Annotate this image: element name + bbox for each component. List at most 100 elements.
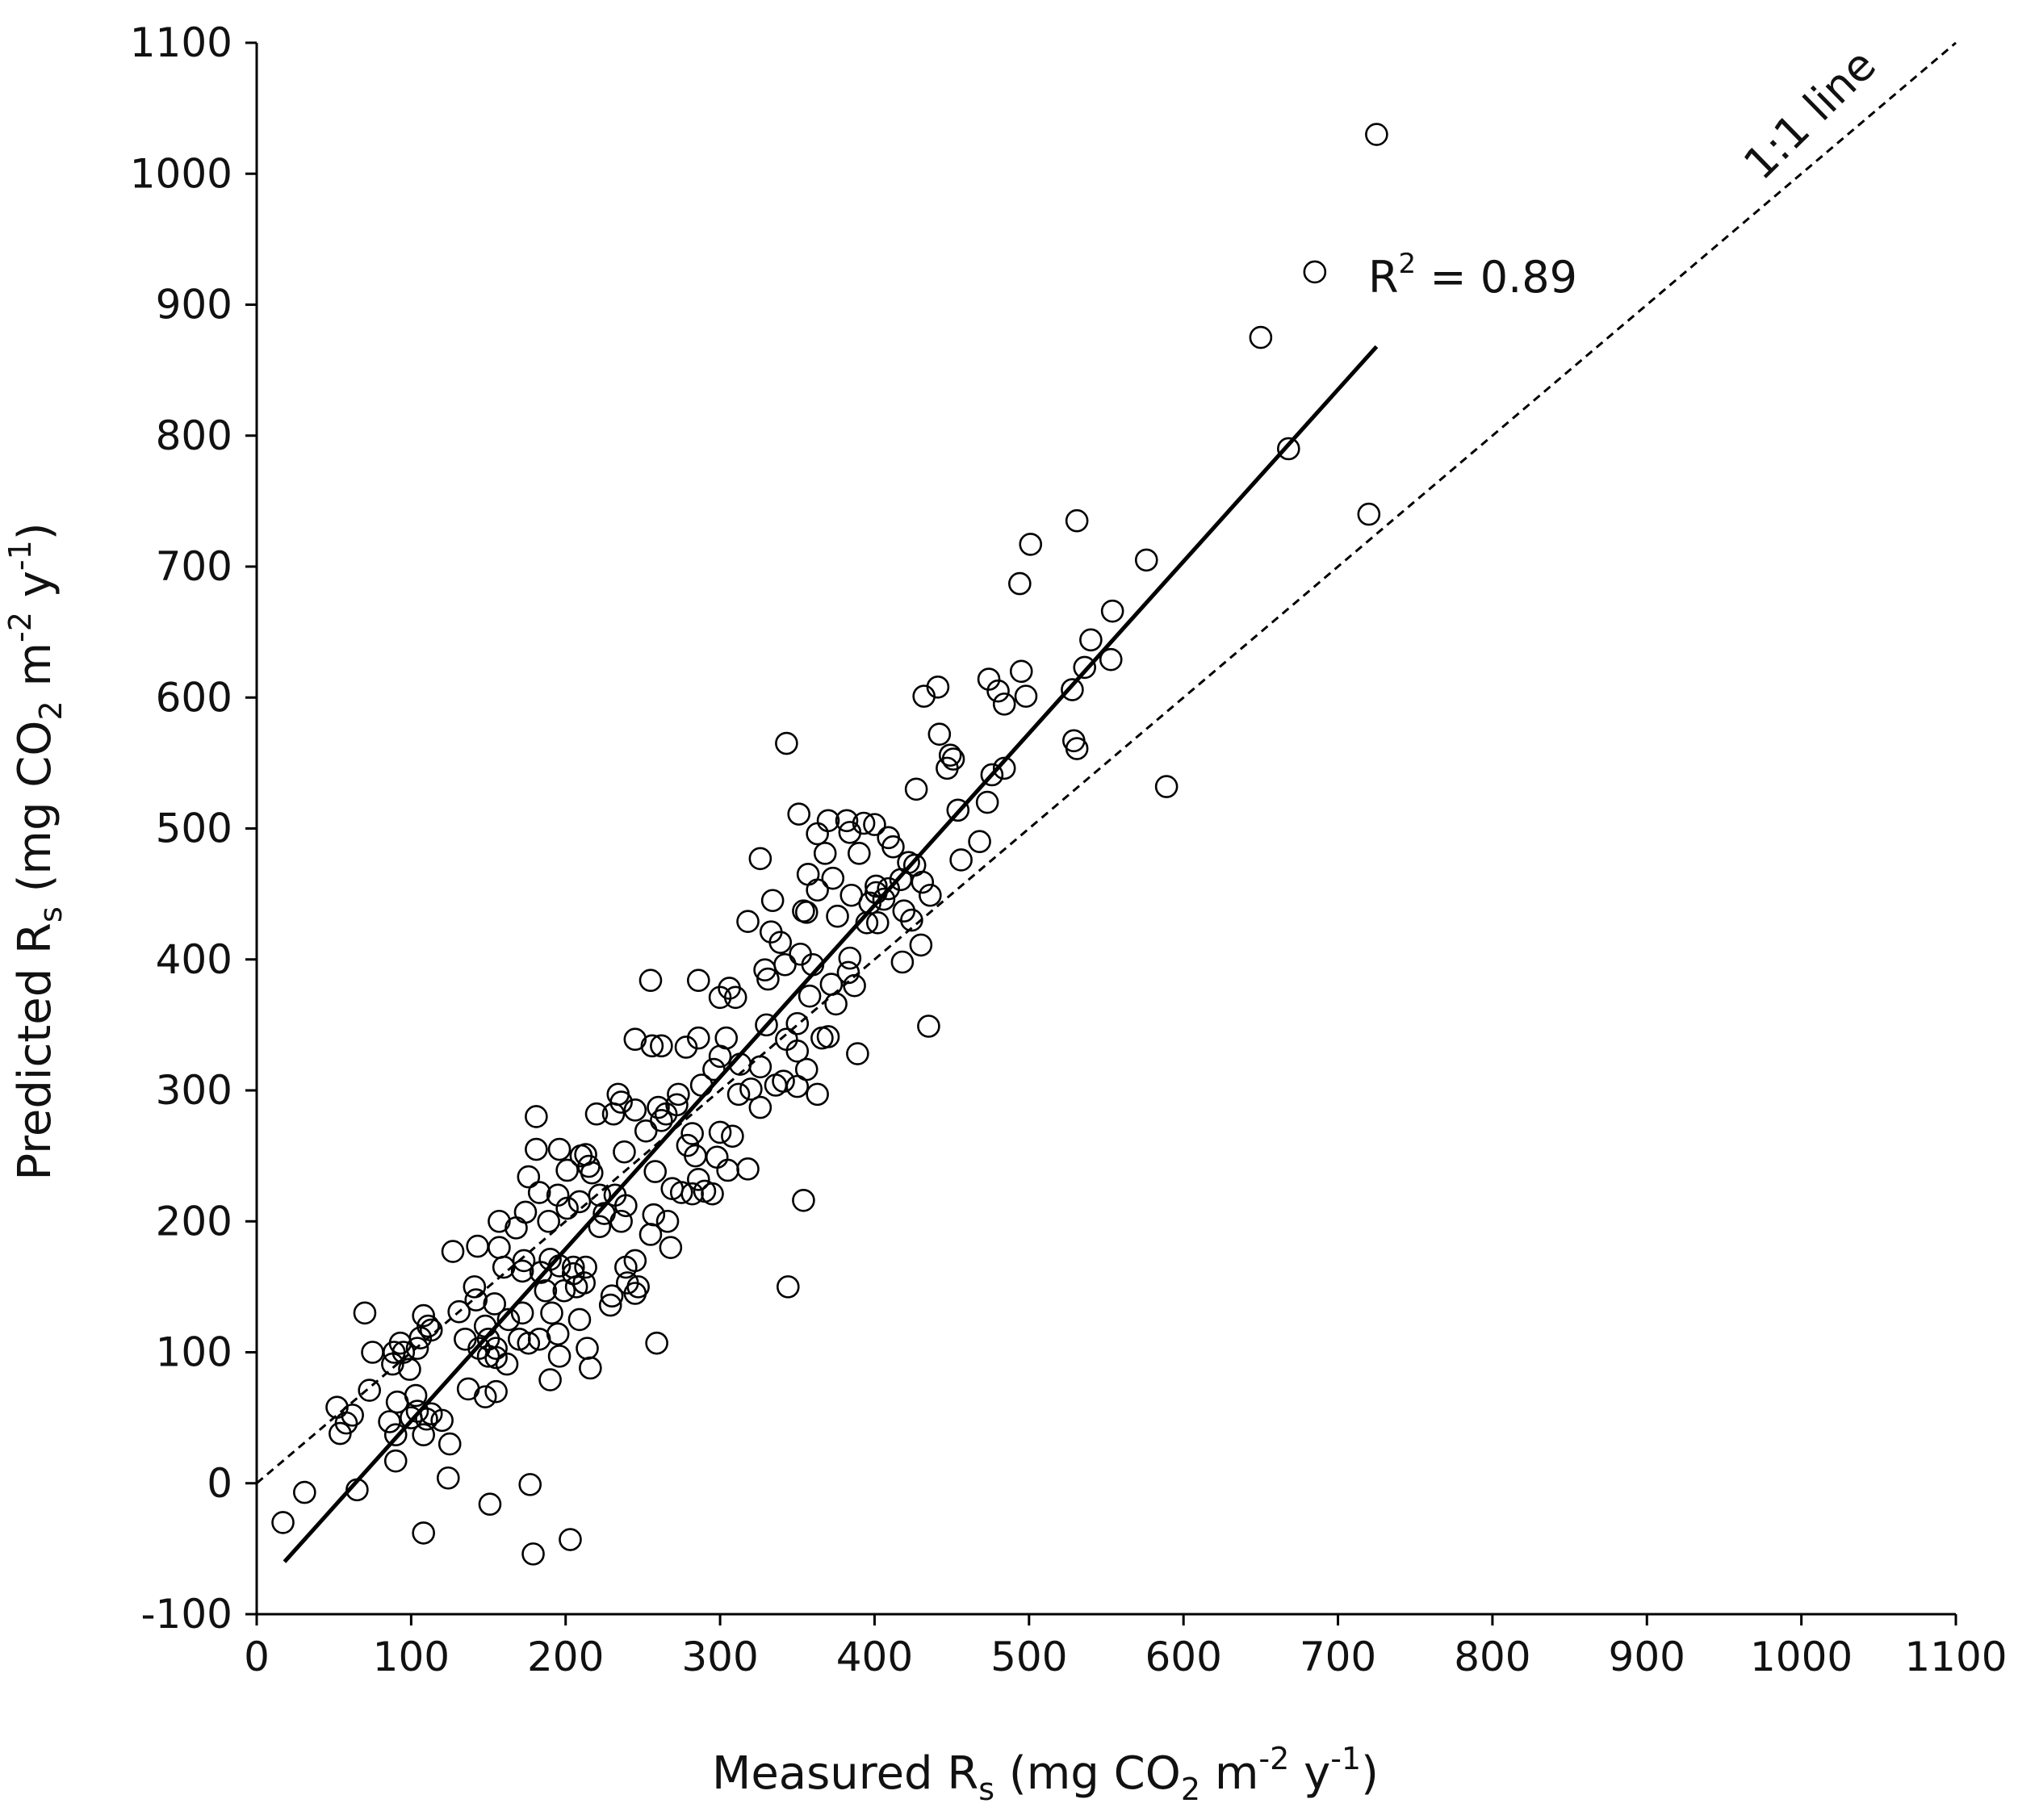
data-point — [824, 992, 848, 1016]
data-point — [579, 1356, 602, 1380]
data-point — [1365, 123, 1388, 146]
data-point — [796, 862, 820, 886]
data-point — [488, 1236, 511, 1259]
data-point — [513, 1200, 538, 1224]
data-point — [748, 847, 772, 871]
data-point — [555, 1158, 579, 1182]
y-tick-label: 1000 — [130, 150, 232, 197]
data-point — [686, 1168, 710, 1191]
data-point — [760, 889, 785, 913]
data-point — [1357, 502, 1381, 526]
data-point — [801, 952, 825, 977]
data-point — [768, 931, 793, 954]
data-point — [496, 1307, 521, 1332]
data-point — [826, 904, 849, 928]
data-point — [613, 1140, 636, 1164]
data-point — [412, 1423, 435, 1447]
data-point — [540, 1301, 563, 1325]
data-point — [525, 1105, 548, 1128]
x-tick-label: 200 — [527, 1634, 604, 1680]
data-point — [580, 1161, 604, 1185]
data-point — [559, 1528, 582, 1551]
data-point — [588, 1215, 612, 1239]
x-tick-label: 500 — [990, 1634, 1067, 1680]
data-point — [598, 1293, 622, 1317]
data-point — [986, 679, 1010, 703]
axes: 0 100 200 300 400 500 600 700 800 900 1000 1100-100… — [130, 19, 2008, 1680]
data-point — [705, 1145, 729, 1169]
data-point — [584, 1102, 609, 1126]
x-tick-label: 100 — [373, 1634, 450, 1680]
data-point — [1277, 437, 1300, 461]
data-point — [484, 1345, 508, 1370]
x-tick-label: 0 — [244, 1634, 270, 1680]
data-point — [614, 1194, 638, 1218]
data-point — [806, 1082, 829, 1107]
data-point — [726, 1082, 751, 1107]
data-point — [776, 1275, 800, 1299]
data-point — [968, 830, 991, 854]
data-point — [404, 1383, 428, 1408]
data-point — [534, 1278, 558, 1303]
data-point — [650, 1034, 673, 1058]
y-tick-label: 800 — [156, 412, 232, 459]
data-point — [527, 1181, 551, 1204]
data-point — [775, 1027, 798, 1052]
data-point — [821, 866, 845, 890]
data-point — [638, 969, 663, 993]
data-point — [555, 1196, 579, 1220]
data-point — [977, 667, 1001, 691]
data-point — [775, 731, 798, 755]
data-point — [547, 1345, 571, 1368]
data-point — [686, 1026, 710, 1050]
data-point — [484, 1379, 508, 1404]
data-point — [892, 899, 916, 923]
data-point — [708, 1044, 732, 1069]
data-point — [412, 1521, 435, 1545]
data-point — [547, 1254, 571, 1278]
data-point — [476, 1345, 500, 1368]
data-point — [816, 1025, 840, 1048]
data-point — [949, 848, 973, 872]
data-point — [623, 1098, 647, 1122]
data-point — [748, 1055, 772, 1079]
data-point — [689, 1073, 714, 1097]
data-point — [419, 1402, 443, 1426]
data-point — [792, 899, 815, 923]
data-point — [1009, 659, 1033, 684]
data-point — [855, 911, 879, 935]
y-tick-label: 0 — [207, 1460, 232, 1507]
data-point — [567, 1307, 592, 1332]
data-point — [643, 1160, 668, 1183]
data-point — [946, 798, 970, 822]
data-point — [436, 1466, 460, 1490]
data-point — [1065, 737, 1089, 760]
x-tick-label: 400 — [836, 1634, 913, 1680]
data-point — [739, 1077, 763, 1101]
data-point — [650, 1109, 673, 1132]
data-point — [576, 1337, 599, 1360]
data-point — [702, 1057, 726, 1082]
data-point — [638, 1223, 663, 1246]
y-tick-label: 600 — [156, 674, 232, 721]
y-tick-label: 300 — [156, 1067, 232, 1114]
data-point — [927, 722, 952, 746]
data-point — [992, 756, 1016, 780]
data-point — [846, 1042, 869, 1065]
data-point — [785, 1040, 810, 1063]
y-axis-title: Predicted Rs (mg CO2 m-2 y-1) — [2, 522, 69, 1180]
data-point — [659, 1236, 683, 1259]
data-point — [642, 1203, 666, 1227]
data-point — [872, 887, 896, 911]
data-point — [773, 952, 797, 977]
data-point — [1065, 508, 1089, 533]
data-point — [674, 1036, 698, 1059]
y-tick-label: 200 — [156, 1198, 232, 1245]
data-point — [383, 1449, 408, 1473]
x-tick-label: 1100 — [1904, 1634, 2007, 1680]
data-point — [877, 877, 900, 901]
data-point — [329, 1421, 352, 1446]
data-point — [647, 1095, 670, 1119]
data-point — [606, 1082, 630, 1107]
